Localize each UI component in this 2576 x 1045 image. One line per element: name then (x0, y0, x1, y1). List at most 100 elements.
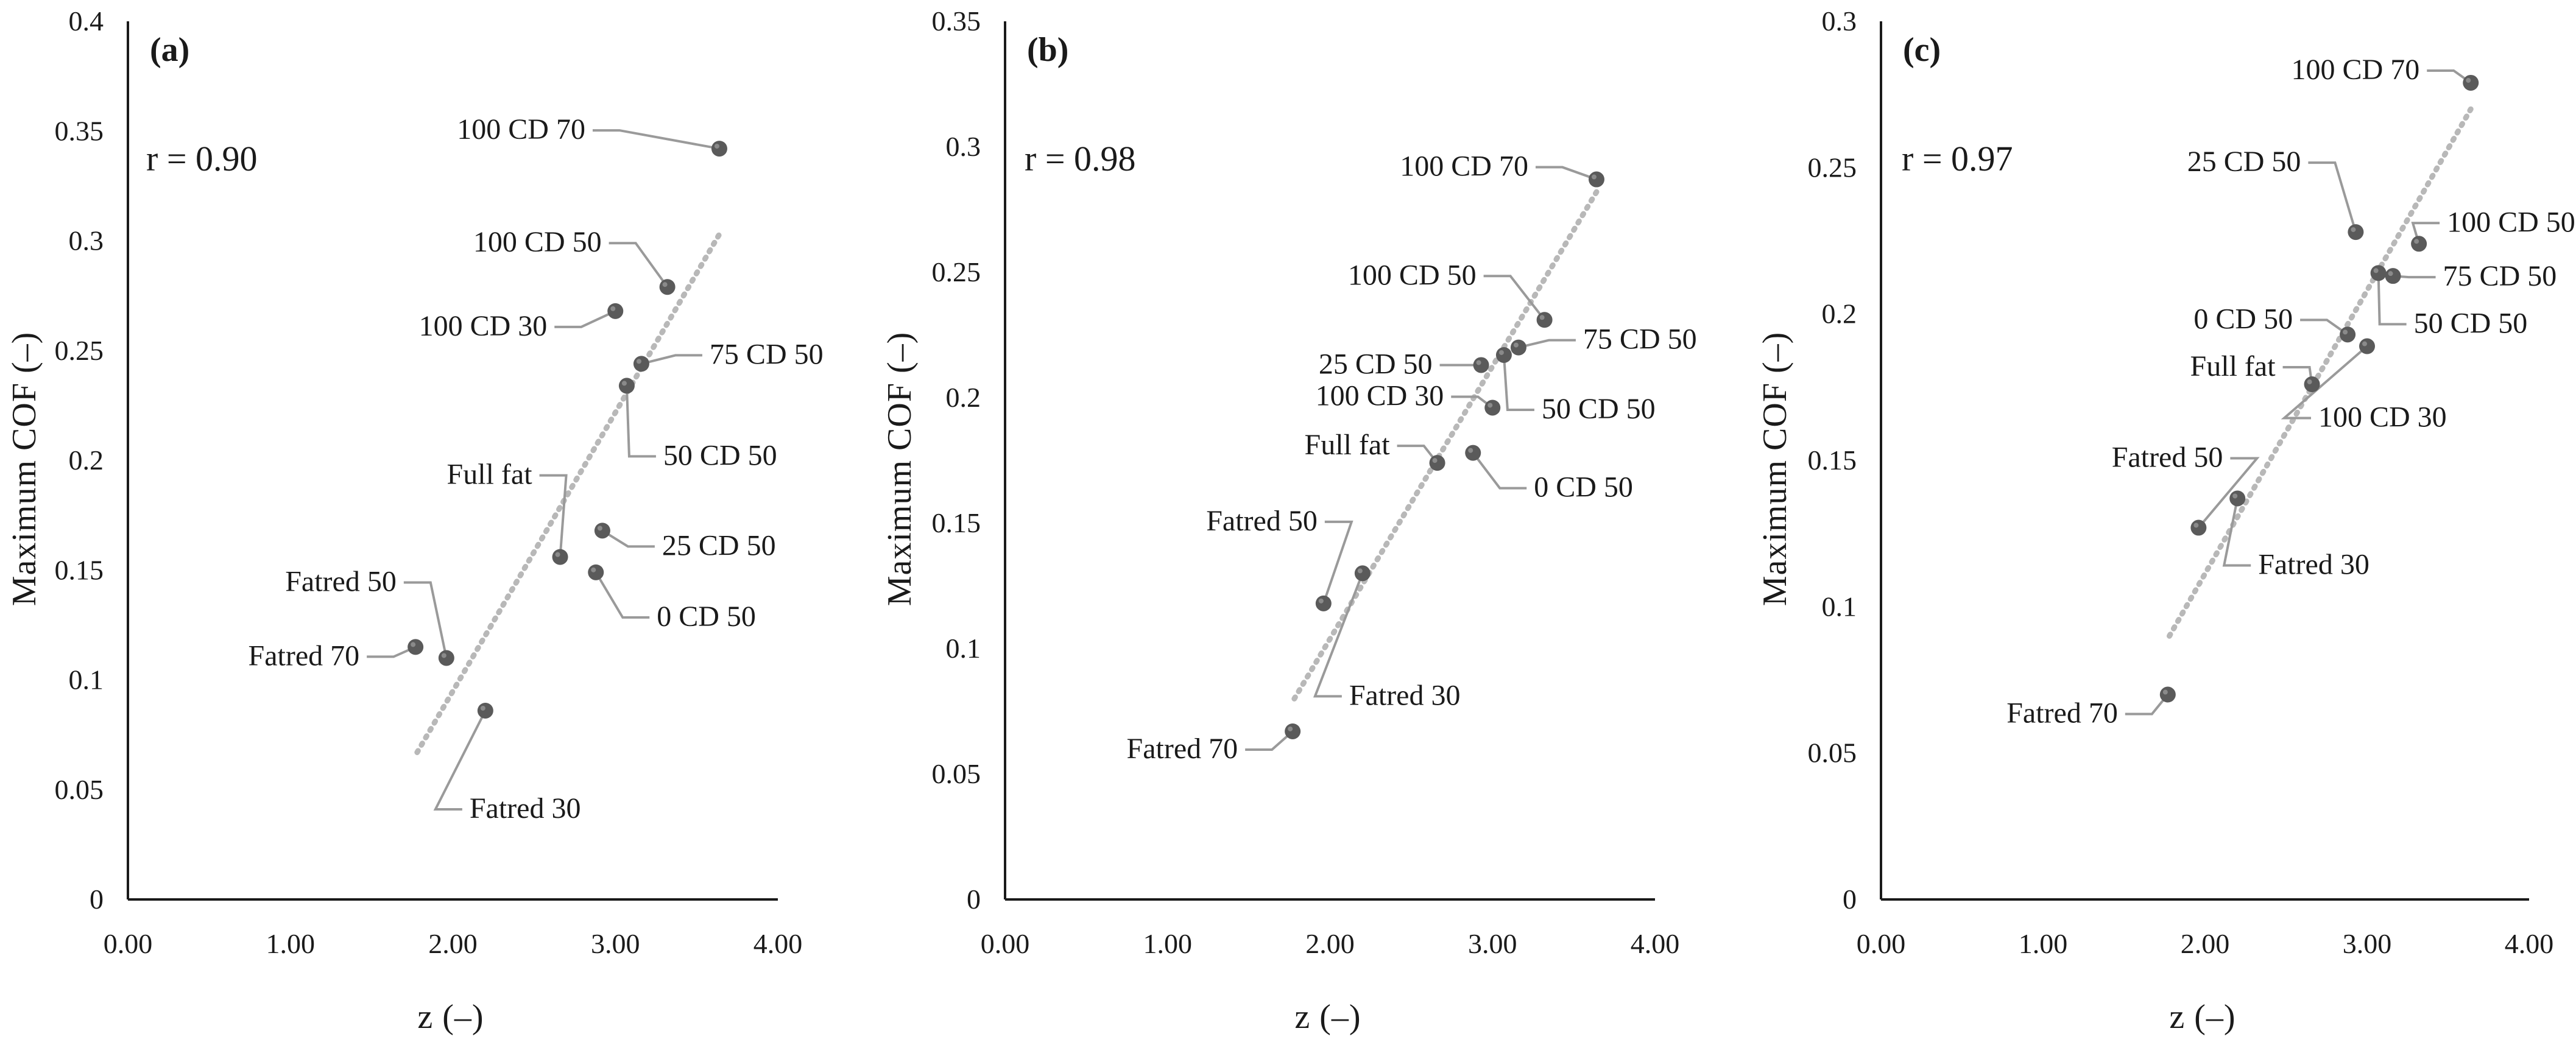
point-label: 50 CD 50 (1542, 393, 1656, 425)
x-tick-label: 0.00 (104, 928, 153, 959)
leader-line (1483, 275, 1546, 321)
data-point (1484, 399, 1501, 416)
x-tick-label: 2.00 (2181, 928, 2230, 959)
data-point-highlight (2351, 227, 2356, 233)
data-point-highlight (1591, 174, 1597, 180)
x-axis-title: z (–) (2169, 998, 2235, 1036)
data-point (408, 639, 424, 655)
y-tick-label: 0.15 (55, 554, 104, 585)
correlation-text: r = 0.97 (1902, 139, 2013, 178)
data-point (477, 702, 493, 719)
x-tick-label: 3.00 (2343, 928, 2392, 959)
point-label: 75 CD 50 (710, 338, 824, 370)
data-point-highlight (1432, 458, 1438, 463)
data-point-highlight (2362, 341, 2367, 347)
data-point (2370, 265, 2387, 281)
point-label: Full fat (1305, 429, 1391, 461)
x-tick-label: 4.00 (2505, 928, 2554, 959)
data-point-highlight (1513, 342, 1519, 348)
x-tick-label: 1.00 (2019, 928, 2068, 959)
leader-line (625, 385, 656, 458)
leader-line (2125, 694, 2169, 716)
data-point (711, 141, 727, 157)
data-point-highlight (411, 642, 416, 647)
y-tick-label: 0.4 (69, 5, 104, 37)
point-label: Fatred 70 (249, 639, 360, 672)
point-label: 50 CD 50 (2414, 307, 2528, 339)
data-point-highlight (2343, 329, 2348, 335)
point-label: 25 CD 50 (662, 529, 776, 561)
leader-line (2281, 345, 2368, 420)
data-point (2463, 74, 2479, 91)
point-label: 0 CD 50 (657, 600, 756, 633)
y-tick-label: 0.3 (69, 225, 104, 256)
y-tick-label: 0.3 (946, 131, 981, 162)
y-tick-label: 0.05 (55, 774, 104, 805)
x-tick-label: 2.00 (428, 928, 478, 959)
leader-line (2197, 457, 2260, 529)
data-point (438, 650, 454, 666)
leader-line (2222, 498, 2251, 567)
point-label: 100 CD 30 (1316, 379, 1444, 412)
trendline (414, 231, 722, 755)
y-tick-label: 0.35 (55, 115, 104, 146)
leader-line (592, 129, 720, 150)
data-point-highlight (1476, 360, 1481, 365)
point-label: Fatred 70 (2006, 697, 2118, 730)
leader-line (595, 571, 650, 619)
y-tick-label: 0.05 (932, 758, 981, 789)
point-label: Full fat (2190, 350, 2276, 382)
point-label: Fatred 30 (2258, 548, 2370, 580)
data-point-highlight (597, 526, 602, 531)
point-label: Fatred 30 (1349, 679, 1461, 711)
leader-line (539, 474, 568, 557)
data-point (2411, 236, 2427, 252)
leader-line (2308, 161, 2357, 233)
data-point (1536, 312, 1553, 328)
point-label: 100 CD 50 (2447, 206, 2575, 238)
point-label: Fatred 30 (470, 792, 581, 825)
y-tick-label: 0.25 (1808, 152, 1857, 183)
data-point (2359, 338, 2375, 354)
data-point (1473, 357, 1489, 373)
data-point (2229, 490, 2246, 507)
y-axis-title: Maximum COF (–) (1756, 332, 1794, 607)
leader-line (367, 646, 416, 658)
y-tick-label: 0.25 (932, 256, 981, 287)
data-point (2190, 519, 2207, 536)
data-point (659, 279, 676, 295)
data-point (588, 564, 604, 580)
data-point (1465, 445, 1481, 461)
y-tick-label: 0.15 (932, 507, 981, 538)
data-point (618, 378, 635, 394)
data-point-highlight (480, 705, 485, 711)
panel-c: (c) r = 0.97 Maximum COF (–) z (–) 0 0.05… (1756, 5, 2575, 1036)
leader-line (1472, 452, 1527, 490)
y-tick-label: 0.1 (69, 664, 104, 695)
y-tick-label: 0.15 (1808, 445, 1857, 476)
leader-line (1313, 572, 1364, 698)
leader-line (1502, 354, 1534, 411)
data-point-highlight (621, 381, 627, 386)
point-label: 100 CD 70 (1400, 150, 1528, 183)
point-label: 75 CD 50 (2443, 260, 2557, 292)
point-label: 50 CD 50 (663, 439, 777, 471)
panel-a: (a) r = 0.90 Maximum COF (–) z (–) 0 0.05… (5, 5, 824, 1036)
point-label: 0 CD 50 (2193, 303, 2293, 335)
data-point-highlight (1357, 568, 1363, 574)
y-tick-label: 0.1 (1822, 591, 1857, 622)
data-point-highlight (2162, 689, 2168, 695)
point-label: 0 CD 50 (1534, 471, 1633, 504)
leader-line (554, 310, 616, 328)
point-label: 100 CD 70 (457, 113, 585, 146)
panel-b: (b) r = 0.98 Maximum COF (–) z (–) 0 0.05… (881, 5, 1697, 1036)
x-tick-label: 0.00 (981, 928, 1030, 959)
point-label: Fatred 50 (1206, 505, 1318, 537)
y-tick-label: 0.35 (932, 5, 981, 37)
point-label: 100 CD 30 (419, 310, 548, 342)
data-point (552, 549, 568, 565)
leader-line (1518, 339, 1576, 349)
point-label: Full fat (447, 459, 533, 491)
x-axis-title: z (–) (417, 998, 484, 1036)
x-tick-label: 3.00 (591, 928, 640, 959)
